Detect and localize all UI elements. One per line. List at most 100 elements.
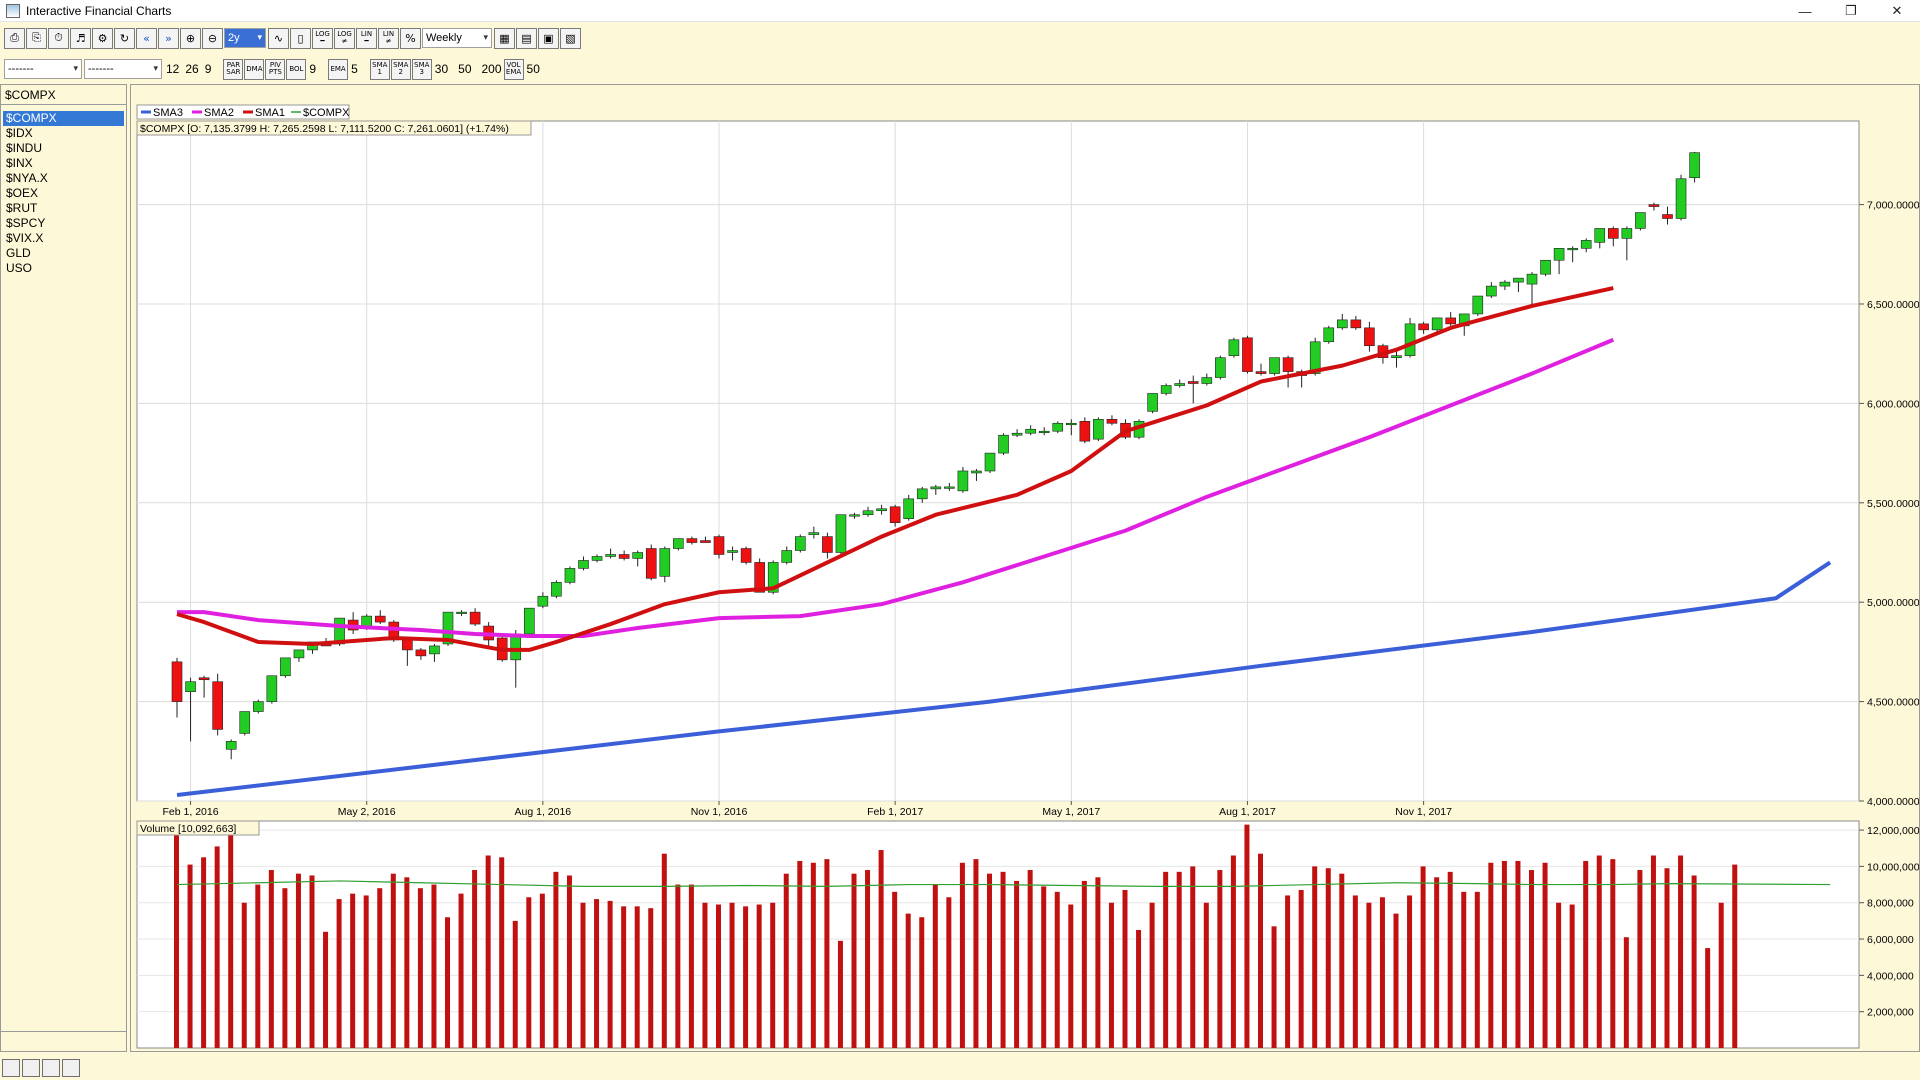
legend-label-sma3: SMA3 [153, 107, 183, 119]
volume-ema-button[interactable]: VOL EMA [503, 58, 524, 80]
range-select[interactable]: 2y ▾ [224, 28, 266, 48]
save-icon[interactable] [22, 1059, 40, 1077]
sma2-value[interactable]: 50 [458, 62, 472, 76]
symbol-item[interactable]: $OEX [6, 186, 39, 200]
open-icon[interactable] [2, 1059, 20, 1077]
sma1-button[interactable]: SMA 1 [369, 58, 390, 80]
volume-bar [1014, 880, 1020, 1048]
volume-y-tick-label: 10,000,000 [1867, 861, 1919, 873]
price-chart[interactable]: 4,000.0000 4,500.0000 5,000.0000 5,500.0000… [131, 85, 1920, 1051]
sma1-value[interactable]: 30 [434, 62, 449, 76]
symbol-item[interactable]: $INX [6, 156, 33, 170]
volume-bar [1163, 871, 1169, 1048]
settings-icon[interactable]: ⚙ [92, 27, 113, 49]
percent-button[interactable]: % [400, 27, 421, 49]
symbol-item[interactable]: USO [6, 261, 33, 275]
symbol-item[interactable]: $VIX.X [6, 231, 44, 245]
timer-icon[interactable]: ⏱ [48, 27, 69, 49]
data-window-icon[interactable]: ▧ [560, 27, 581, 49]
volume-bar [837, 940, 843, 1048]
bollinger-value[interactable]: 9 [309, 62, 317, 76]
candle-body [1608, 228, 1619, 239]
window-title: Interactive Financial Charts [26, 3, 172, 18]
minimize-button[interactable]: — [1798, 3, 1812, 19]
symbol-item[interactable]: $COMPX [3, 111, 124, 126]
line-chart-icon[interactable]: ∿ [268, 27, 289, 49]
candle-body [429, 645, 440, 655]
sound-icon[interactable]: ♬ [70, 27, 91, 49]
ema-value[interactable]: 5 [351, 62, 358, 76]
volume-bar [1596, 855, 1602, 1048]
layout-icon[interactable]: ▤ [516, 27, 537, 49]
bollinger-button[interactable]: BOL [286, 58, 307, 80]
chevron-down-icon: ▾ [73, 63, 78, 73]
indicator-select-1[interactable]: ------- ▾ [4, 59, 82, 79]
sma3-button[interactable]: SMA 3 [411, 58, 432, 80]
export-icon[interactable] [62, 1059, 80, 1077]
candle-body [225, 741, 237, 750]
print-icon[interactable]: ⎙ [4, 27, 25, 49]
refresh-icon[interactable]: ↻ [114, 27, 135, 49]
print-preview-icon[interactable]: ⎘ [26, 27, 47, 49]
linear-scale-button-2[interactable]: LIN ≠ [378, 27, 399, 49]
volume-bar [797, 860, 803, 1048]
symbol-item[interactable]: $INDU [6, 141, 43, 155]
period-select[interactable]: Weekly ▾ [422, 28, 492, 48]
candle-body [510, 633, 522, 661]
bar-chart-icon[interactable]: ▯ [290, 27, 311, 49]
volume-bar [919, 917, 925, 1048]
candle-body [523, 607, 535, 635]
rewind-icon[interactable]: « [136, 27, 157, 49]
forward-icon[interactable]: » [158, 27, 179, 49]
pivot-points-button[interactable]: PIV PTS [265, 58, 286, 80]
log-scale-button-2[interactable]: LOG ≠ [334, 27, 355, 49]
macd-signal-value[interactable]: 9 [204, 62, 212, 76]
zoom-in-icon[interactable]: ⊕ [180, 27, 201, 49]
linear-scale-button-1[interactable]: LIN ━ [356, 27, 377, 49]
price-y-axis: 4,000.0000 4,500.0000 5,000.0000 5,500.0000… [1859, 200, 1920, 808]
zoom-out-icon[interactable]: ⊖ [202, 27, 223, 49]
volume-ema-value[interactable]: 50 [526, 62, 540, 76]
candle-body [1282, 357, 1294, 372]
symbol-item[interactable]: GLD [6, 246, 31, 260]
candle-body [198, 677, 210, 681]
volume-average-polyline [176, 880, 1831, 887]
sma3-value[interactable]: 200 [481, 62, 502, 76]
volume-bar [932, 884, 938, 1048]
symbol-item[interactable]: $SPCY [6, 216, 46, 230]
symbol-input[interactable]: $COMPX [1, 85, 126, 105]
ema-button[interactable]: EMA [328, 58, 349, 80]
restore-button[interactable]: ❐ [1845, 3, 1857, 18]
symbol-item[interactable]: $NYA.X [6, 171, 48, 185]
chart-window-icon[interactable]: ▣ [538, 27, 559, 49]
candle-body [632, 552, 644, 559]
volume-bar [756, 904, 762, 1048]
indicator-select-2[interactable]: ------- ▾ [84, 59, 162, 79]
close-button[interactable]: ✕ [1891, 3, 1903, 18]
symbol-item[interactable]: $IDX [6, 126, 33, 140]
log-scale-button-1[interactable]: LOG ━ [312, 27, 333, 49]
candlestick-icon[interactable]: ▦ [494, 27, 515, 49]
price-plot-area [136, 120, 1860, 802]
par-sar-button[interactable]: PAR SAR [223, 58, 244, 80]
candle-body [740, 548, 752, 563]
volume-bar [1298, 890, 1304, 1048]
sidebar-input[interactable] [1, 1031, 126, 1051]
dma-button[interactable]: DMA [244, 58, 265, 80]
copy-icon[interactable] [42, 1059, 60, 1077]
volume-bar [1583, 860, 1589, 1048]
symbol-item[interactable]: $RUT [6, 201, 38, 215]
candle-body [1025, 428, 1036, 434]
sma2-button[interactable]: SMA 2 [390, 58, 411, 80]
candle-body [713, 536, 725, 555]
candle-body [280, 657, 291, 677]
volume-bar [851, 873, 857, 1048]
candle-body [849, 514, 860, 517]
price-y-tick-label: 7,000.0000 [1867, 200, 1919, 212]
macd-slow-value[interactable]: 26 [185, 62, 199, 76]
candle-body [1526, 273, 1538, 285]
volume-bar [404, 877, 410, 1048]
macd-fast-value[interactable]: 12 [166, 62, 180, 76]
volume-bar [1420, 866, 1426, 1048]
volume-bar [1515, 860, 1521, 1048]
